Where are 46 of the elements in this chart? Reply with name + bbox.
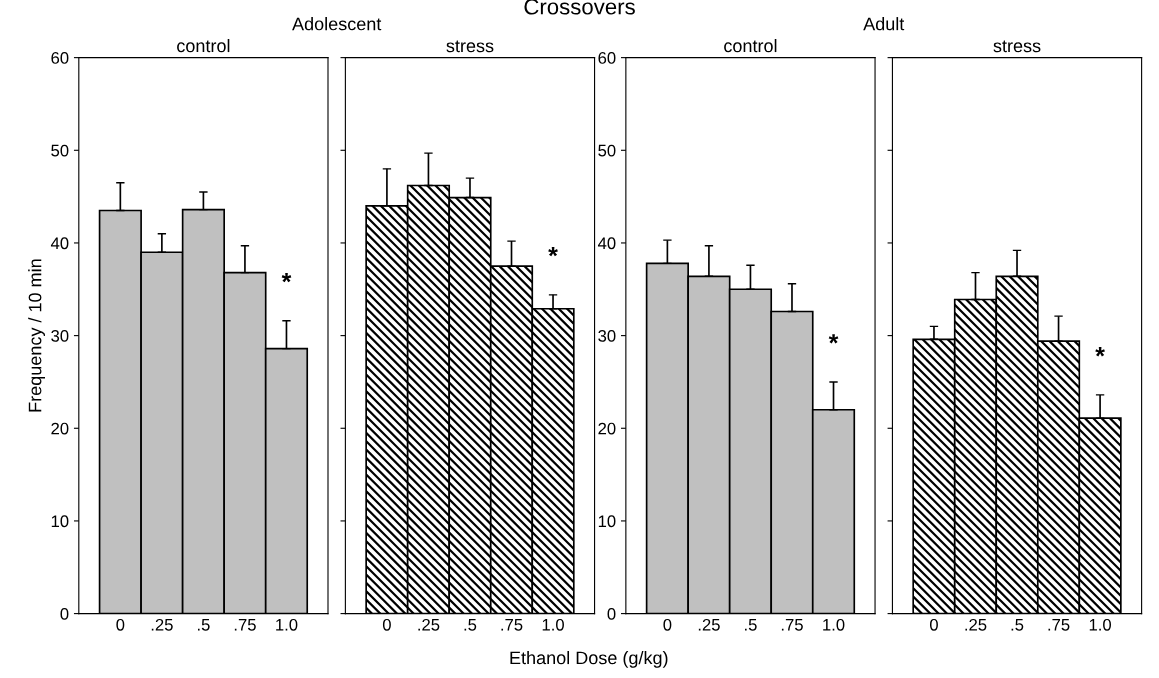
annotation: * bbox=[828, 334, 839, 344]
text: Adult bbox=[863, 17, 905, 31]
y-tick-label: 60 bbox=[51, 52, 69, 64]
y-tick-label: 50 bbox=[51, 144, 69, 157]
x-axis-title: Ethanol Dose (g/kg) bbox=[510, 651, 668, 668]
y-tick-label: 0 bbox=[60, 607, 69, 620]
y-axis-title: Frequency / 10 min bbox=[28, 259, 45, 412]
x-tick-label: 1.0 bbox=[823, 618, 845, 631]
x-tick-label: 1.0 bbox=[1089, 618, 1112, 631]
x-tick-label: 0 bbox=[382, 618, 391, 631]
x-tick-label: .25 bbox=[965, 618, 987, 631]
annotation: * bbox=[1095, 347, 1105, 357]
y-tick-label: 40 bbox=[597, 237, 616, 250]
chart-title: control bbox=[177, 38, 230, 53]
x-tick-label: .75 bbox=[1048, 619, 1070, 631]
x-tick-label: .25 bbox=[698, 618, 720, 631]
annotation: * bbox=[281, 272, 292, 283]
annotation: * bbox=[548, 247, 558, 257]
y-tick-label: 30 bbox=[51, 330, 69, 342]
y-tick-label: 30 bbox=[598, 330, 616, 342]
x-tick-label: .5 bbox=[197, 619, 210, 631]
text: Adolescent bbox=[292, 17, 382, 31]
x-tick-label: 1.0 bbox=[542, 618, 564, 631]
y-tick-label: 40 bbox=[50, 237, 69, 250]
x-tick-label: .5 bbox=[464, 619, 477, 631]
x-tick-label: .5 bbox=[745, 619, 757, 631]
chart-title: stress bbox=[446, 40, 494, 53]
y-tick-label: 10 bbox=[598, 515, 616, 528]
chart-title: stress bbox=[993, 40, 1041, 53]
y-tick-label: 10 bbox=[51, 515, 69, 528]
x-tick-label: 0 bbox=[116, 618, 125, 631]
y-tick-label: 0 bbox=[607, 607, 616, 620]
x-tick-label: .5 bbox=[1011, 619, 1024, 631]
x-tick-label: .25 bbox=[151, 618, 173, 631]
y-tick-label: 50 bbox=[598, 144, 616, 157]
x-tick-label: 0 bbox=[929, 618, 938, 631]
x-tick-label: .75 bbox=[781, 619, 803, 631]
x-tick-label: .25 bbox=[418, 618, 440, 631]
y-tick-label: 20 bbox=[598, 422, 616, 435]
chart-title: control bbox=[724, 38, 777, 53]
y-tick-label: 20 bbox=[51, 422, 69, 435]
x-tick-label: 1.0 bbox=[276, 618, 298, 631]
x-tick-label: .75 bbox=[234, 619, 256, 631]
x-tick-label: .75 bbox=[501, 619, 523, 631]
y-tick-label: 60 bbox=[598, 52, 616, 64]
x-tick-label: 0 bbox=[663, 618, 672, 631]
